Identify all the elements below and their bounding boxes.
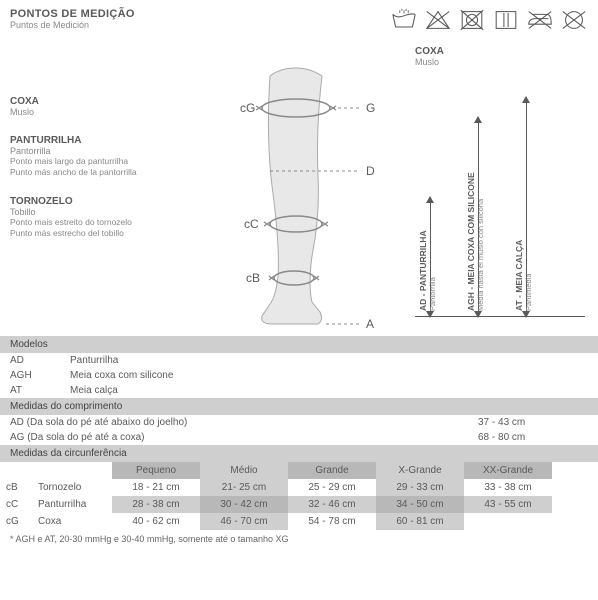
- height-arrow: AT - MEIA CALÇAPantimedia: [511, 97, 541, 317]
- marker-G: G: [366, 101, 375, 115]
- label-panturrilha: PANTURRILHA Pantorrilla Ponto mais largo…: [10, 135, 190, 178]
- no-iron-icon: [526, 8, 554, 32]
- leg-diagram: cG G D cC cB A: [200, 46, 400, 336]
- table-row: AD (Da sola do pé até abaixo do joelho)3…: [0, 415, 598, 430]
- size-cell: 32 - 46 cm: [288, 496, 376, 513]
- right-labels: COXA Muslo AD - PANTURRILHAPantorrilla AG…: [415, 46, 585, 317]
- marker-cG: cG: [240, 101, 255, 115]
- right-subtitle: Muslo: [415, 57, 585, 67]
- title-block: PONTOS DE MEDIÇÃO Puntos de Medición: [10, 8, 135, 30]
- label-coxa: COXA Muslo: [10, 96, 190, 117]
- pant-main: PANTURRILHA: [10, 135, 190, 146]
- table-row: AG (Da sola do pé até a coxa)68 - 80 cm: [0, 430, 598, 445]
- size-cell: 33 - 38 cm: [464, 479, 552, 496]
- size-row-label: cG: [0, 513, 32, 530]
- size-cell: 34 - 50 cm: [376, 496, 464, 513]
- care-icons: [390, 8, 588, 32]
- marker-A: A: [366, 317, 374, 331]
- model-desc: Meia coxa com silicone: [70, 370, 588, 381]
- footnote: * AGH e AT, 20-30 mmHg e 30-40 mmHg, som…: [0, 530, 598, 548]
- length-label: AD (Da sola do pé até abaixo do joelho): [10, 417, 478, 428]
- size-cell: 18 - 21 cm: [112, 479, 200, 496]
- table-row: AGHMeia coxa com silicone: [0, 368, 598, 383]
- right-title: COXA: [415, 46, 585, 57]
- arrow-label: AGH - MEIA COXA COM SILICONEMedia hasta …: [466, 172, 485, 311]
- size-cell: 28 - 38 cm: [112, 496, 200, 513]
- size-row-label: Tornozelo: [32, 479, 112, 496]
- table-row: ADPanturrilha: [0, 353, 598, 368]
- model-desc: Meia calça: [70, 385, 588, 396]
- size-cell: 21- 25 cm: [200, 479, 288, 496]
- no-dryclean-icon: [560, 8, 588, 32]
- pant-desc1: Ponto mais largo da panturrilha: [10, 156, 190, 167]
- size-row-label: Panturrilha: [32, 496, 112, 513]
- model-desc: Panturrilha: [70, 355, 588, 366]
- size-cell: 40 - 62 cm: [112, 513, 200, 530]
- length-value: 68 - 80 cm: [478, 432, 588, 443]
- torn-sub: Tobillo: [10, 207, 190, 217]
- left-labels: COXA Muslo PANTURRILHA Pantorrilla Ponto…: [10, 96, 190, 257]
- tables: Modelos ADPanturrilhaAGHMeia coxa com si…: [0, 336, 598, 548]
- height-arrow: AGH - MEIA COXA COM SILICONEMedia hasta …: [463, 117, 493, 317]
- header: PONTOS DE MEDIÇÃO Puntos de Medición: [0, 0, 598, 36]
- size-row-label: Coxa: [32, 513, 112, 530]
- size-cell: [464, 513, 552, 530]
- pant-sub: Pantorrilla: [10, 146, 190, 156]
- size-cell: 30 - 42 cm: [200, 496, 288, 513]
- page-title: PONTOS DE MEDIÇÃO: [10, 8, 135, 20]
- size-row-label: cB: [0, 479, 32, 496]
- size-cell: 54 - 78 cm: [288, 513, 376, 530]
- arrow-label: AT - MEIA CALÇAPantimedia: [514, 240, 533, 311]
- size-cell: 60 - 81 cm: [376, 513, 464, 530]
- arrows-region: AD - PANTURRILHAPantorrilla AGH - MEIA CO…: [415, 87, 585, 317]
- marker-cB: cB: [246, 271, 260, 285]
- height-arrow: AD - PANTURRILHAPantorrilla: [415, 197, 445, 317]
- torn-main: TORNOZELO: [10, 196, 190, 207]
- size-cell: 43 - 55 cm: [464, 496, 552, 513]
- size-table: PequenoMédioGrandeX-GrandeXX-Grande cBTor…: [0, 462, 598, 530]
- arrow-label: AD - PANTURRILHAPantorrilla: [418, 230, 437, 311]
- length-value: 37 - 43 cm: [478, 417, 588, 428]
- length-label: AG (Da sola do pé até a coxa): [10, 432, 478, 443]
- model-code: AD: [10, 355, 70, 366]
- marker-D: D: [366, 164, 375, 178]
- no-bleach-icon: [424, 8, 452, 32]
- label-tornozelo: TORNOZELO Tobillo Ponto mais estreito do…: [10, 196, 190, 239]
- modelos-head: Modelos: [0, 336, 598, 353]
- marker-cC: cC: [244, 217, 259, 231]
- coxa-main: COXA: [10, 96, 190, 107]
- diagram-region: COXA Muslo PANTURRILHA Pantorrilla Ponto…: [0, 36, 598, 336]
- model-code: AT: [10, 385, 70, 396]
- coxa-sub: Muslo: [10, 107, 190, 117]
- dry-shade-icon: [492, 8, 520, 32]
- size-col-head: [0, 462, 32, 479]
- circ-head: Medidas da circunferência: [0, 445, 598, 462]
- torn-desc2: Punto más estrecho del tobillo: [10, 228, 190, 239]
- size-col-head: Grande: [288, 462, 376, 479]
- wash-icon: [390, 8, 418, 32]
- size-cell: 29 - 33 cm: [376, 479, 464, 496]
- size-col-head: XX-Grande: [464, 462, 552, 479]
- torn-desc1: Ponto mais estreito do tornozelo: [10, 217, 190, 228]
- model-code: AGH: [10, 370, 70, 381]
- pant-desc2: Punto más ancho de la pantorrilla: [10, 167, 190, 178]
- length-head: Medidas do comprimento: [0, 398, 598, 415]
- size-cell: 25 - 29 cm: [288, 479, 376, 496]
- size-col-head: Pequeno: [112, 462, 200, 479]
- size-col-head: X-Grande: [376, 462, 464, 479]
- size-col-head: [32, 462, 112, 479]
- table-row: ATMeia calça: [0, 383, 598, 398]
- size-cell: 46 - 70 cm: [200, 513, 288, 530]
- page-subtitle: Puntos de Medición: [10, 20, 135, 30]
- no-tumble-dry-icon: [458, 8, 486, 32]
- size-row-label: cC: [0, 496, 32, 513]
- size-col-head: Médio: [200, 462, 288, 479]
